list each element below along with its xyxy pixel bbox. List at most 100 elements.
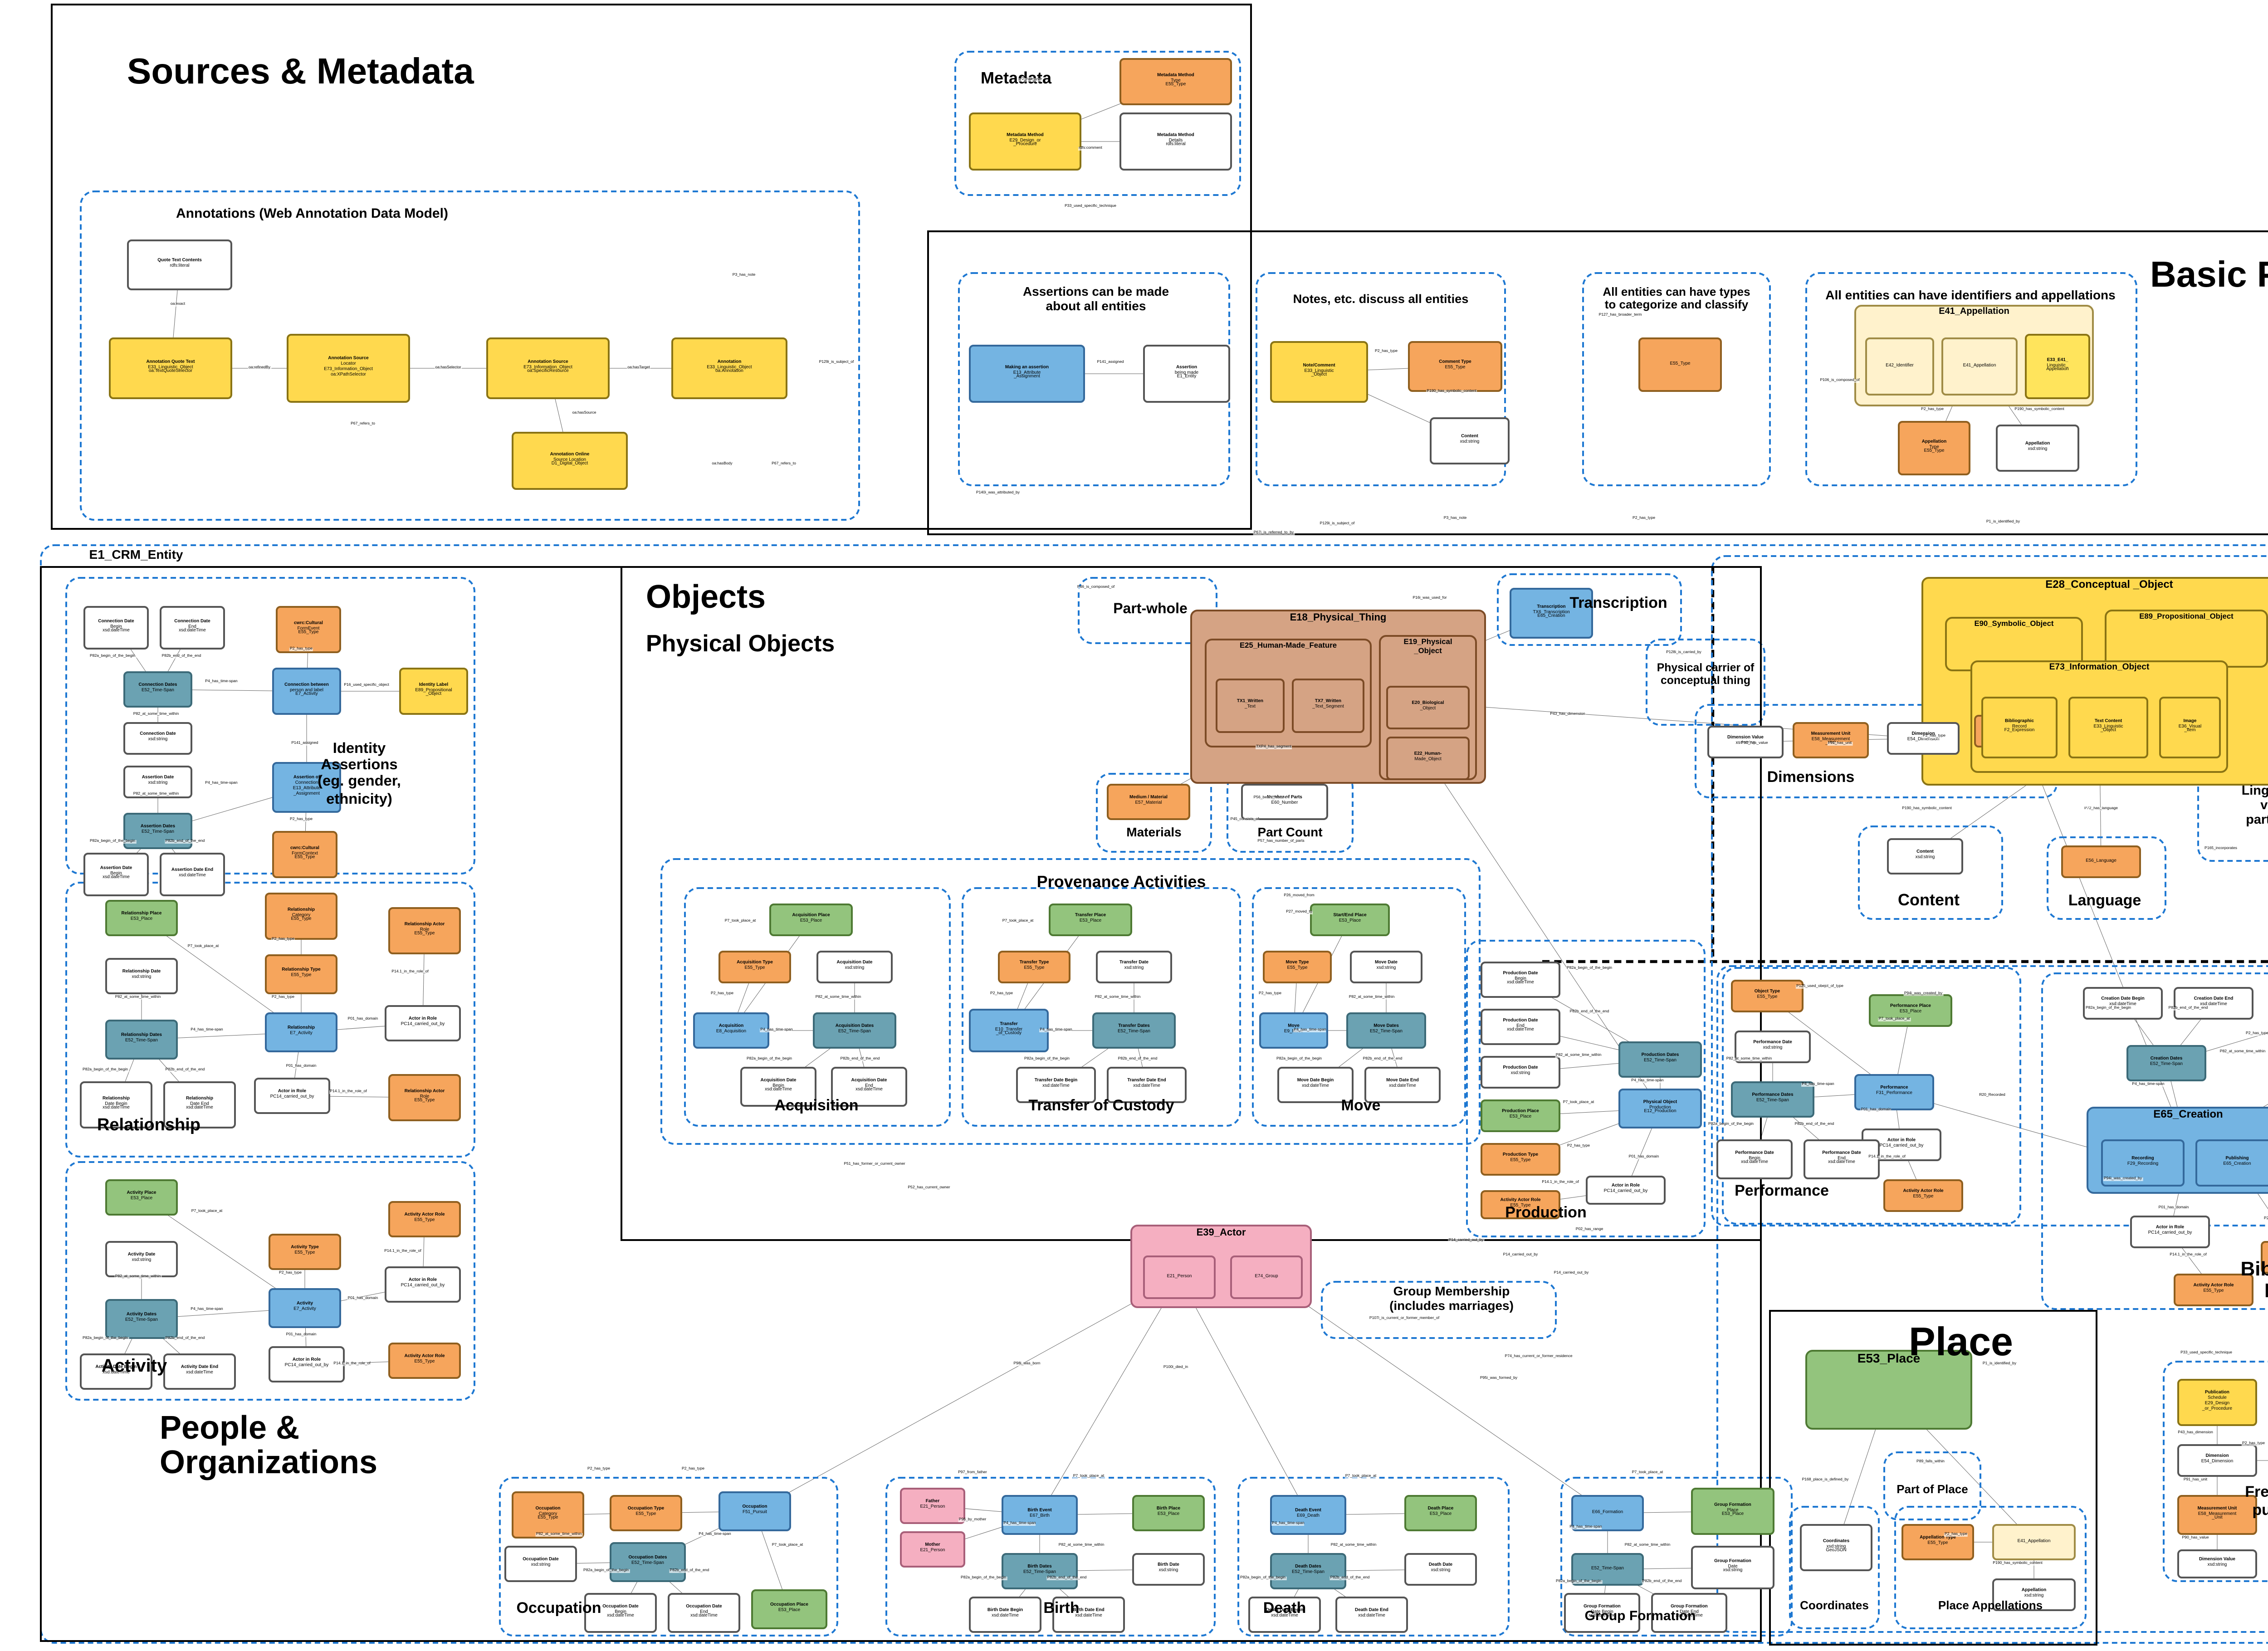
node-line: Occupation Dates [628,1555,667,1561]
node-line: E54_Dimension [1907,737,1940,742]
node-mv_date: Move Date xsd:string [1350,951,1422,983]
node-line: Transfer Date End [1127,1078,1166,1084]
node-medium: Medium / Material E57_Material [1107,784,1190,820]
node-line: _Object [425,692,442,698]
node-line: Record [2012,723,2027,729]
edge-label: P82a_begin_of_the_begin [746,1058,793,1061]
edge-label: P82a_begin_of_the_begin [82,1069,129,1072]
edge-label: P51_has_former_or_current_owner [843,1163,906,1167]
node-rel_category: Relationship Category E55_Type [265,893,337,940]
edge-label: P2_has_type [1258,992,1282,996]
node-line: Mother [925,1542,940,1548]
node-line: Appellation [2046,367,2069,373]
node-line: End [188,623,196,629]
node-line: E55_Type [414,1359,435,1364]
edge-label: P190_has_symbolic_content [1992,1562,2043,1566]
node-line: Move Type [1286,960,1309,966]
node-line: E55_Type [1165,82,1186,88]
edge-label: rdfs:comment [1078,147,1103,151]
cluster-label-relationship: Relationship [97,1116,201,1136]
node-line: E52_Time-Span [631,1560,664,1566]
node-transfer_n: Transfer E10_Transfer _of_Custody [969,1009,1049,1052]
node-line: Medium / Material [1129,795,1168,801]
node-line: _Object [1311,372,1327,378]
node-line: xsd:string [132,974,152,980]
edge-label: P82_at_some_time_within [2219,1050,2266,1054]
node-rel_actor_role2: Relationship Actor Role E55_Type [388,1074,461,1121]
node-line: E55_Type [1757,994,1778,1000]
node-formation: E66_Formation [1571,1495,1644,1531]
node-death_place: Death Place E53_Place [1404,1495,1477,1531]
edge-label: P4_has_time-span [1631,1080,1664,1083]
node-line: E55_Type [291,917,312,923]
node-line: Relationship [102,1095,130,1101]
node-obj_type: Object Type E55_Type [1731,980,1804,1012]
node-line: PC14_carried_out_by [270,1094,314,1099]
edge-label: P14.1_in_the_role_of [1541,1181,1579,1185]
edge-label: P2_has_type [2263,1217,2268,1221]
edge-label: P45_consists_of [1230,818,1260,822]
node-line: E7_Activity [290,1031,313,1036]
node-rel_date: Relationship Date xsd:string [105,958,178,994]
title-1: Basic Patterns [2150,256,2268,296]
edge-label: P67_refers_to [771,463,797,466]
node-line: Locator [341,361,356,367]
cluster-content [1858,826,2003,920]
node-e74: E74_Group [1230,1255,1303,1299]
cluster-creation [2041,972,2268,1310]
node-rel_actor_role1: Relationship Actor Role E55_Type [388,907,461,954]
node-actor_role_a2: Actor in Role PC14_carried_out_by [269,1346,345,1382]
node-line: Activity Place [127,1190,156,1196]
node-line: E55_Type [1510,1158,1531,1163]
node-act_actor_role_p: Activity Actor Role E55_Type [1883,1179,1963,1212]
node-line: E52_Time-Span [1292,1569,1325,1575]
node-line: xsd:dateTime [1389,1083,1416,1089]
node-line: End [700,1608,708,1614]
edge-label: P82b_end_of_the_end [161,655,202,659]
node-line: Source Location [553,456,587,462]
node-appellation_bp: Appellation xsd:string [1996,425,2079,472]
node-line: Occupation [742,1504,767,1510]
node-perf_place: Performance Place E53_Place [1869,994,1952,1027]
node-line: E57_Material [1135,800,1162,806]
node-line: xsd:dateTime [1358,1613,1385,1618]
node-line: Type [1171,77,1181,83]
node-line: xsd:string [2207,1562,2227,1568]
node-line: E55_Type [1924,449,1945,454]
node-line: Begin [1749,1155,1760,1161]
cluster-label-birth: Birth [1043,1598,1080,1617]
node-mv_type: Move Type E55_Type [1263,951,1332,983]
cluster-label-part-whole: Part-whole [1113,601,1188,617]
node-line: xsd:dateTime [1507,1027,1534,1033]
node-line: Acquisition Date [851,1077,887,1083]
node-line: Annotation [717,358,742,364]
node-line: E55_Type [2203,1288,2224,1294]
edge-label: P82b_end_of_the_end [2168,1007,2209,1011]
node-line: Relationship Date [122,969,161,975]
node-father: Father E21_Person [900,1488,965,1524]
node-line: Transfer [1000,1021,1018,1026]
node-line: E69_Death [1296,1513,1320,1519]
node-birth_date: Birth Date xsd:string [1132,1553,1205,1586]
cluster-group-formation [1560,1477,1793,1636]
node-line: E52_Time-Span [1370,1029,1403,1034]
node-line: Role [420,1093,430,1099]
title-0: Sources & Metadata [127,53,474,93]
node-line: E55_Type [294,1250,315,1255]
node-line: E22_Human- [1414,751,1442,757]
node-line: xsd:string [1124,965,1144,971]
node-line: Move Dates [1374,1023,1399,1029]
node-line: Relationship [287,906,315,912]
edge-label: P82a_begin_of_the_begin [1555,1580,1602,1584]
node-rel_begin: Relationship Date Begin xsd:dateTime [80,1081,152,1128]
node-line: xsd:string [1915,855,1935,860]
node-line: Birth Date End [1073,1607,1105,1613]
edge-label: P2_has_type [271,996,295,1000]
node-line: xsd:dateTime [1828,1160,1855,1166]
edge-label: P82b_end_of_the_end [669,1569,710,1573]
node-line: E12_Production [1644,1109,1677,1115]
node-connection: Connection between person and label E7_Act… [272,668,341,715]
node-ann_src: Annotation Source E73_Information_Object o… [486,337,610,399]
edge-label: P96_by_mother [958,1519,987,1522]
cluster-label-transfer-custody: Transfer of Custody [1028,1096,1174,1114]
